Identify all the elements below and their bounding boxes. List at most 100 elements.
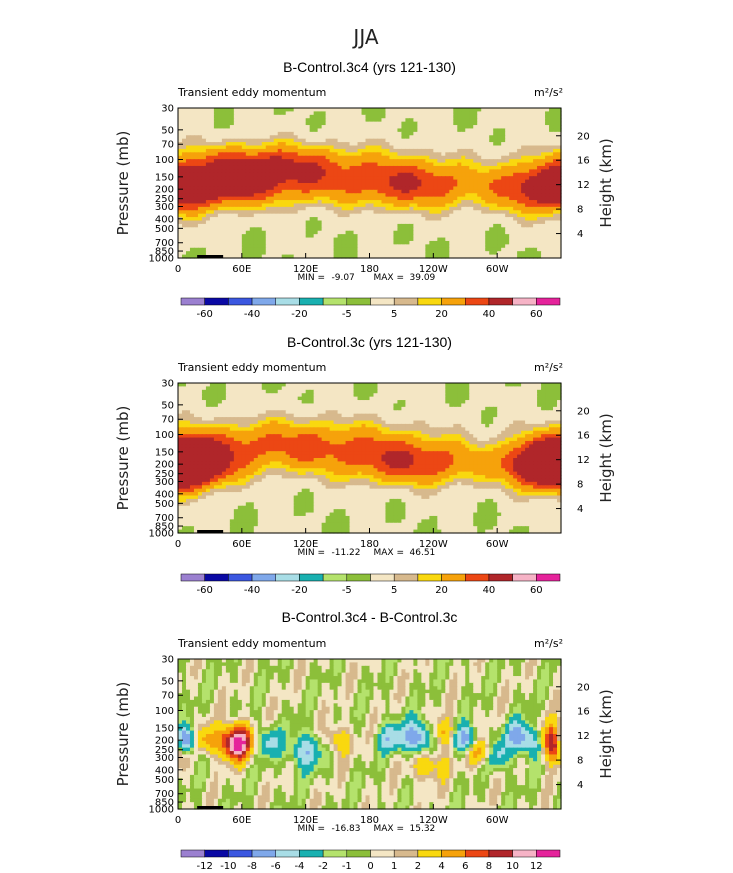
field-cell [473,128,478,133]
field-cell [181,176,187,181]
field-cell [369,223,375,228]
field-cell [241,254,247,259]
field-cell [461,196,466,201]
field-cell [433,121,438,126]
field-cell [193,114,199,119]
field-cell [257,213,263,218]
field-cell [373,247,379,252]
field-cell [301,148,307,153]
field-cell [193,206,199,211]
field-cell [429,138,434,143]
field-cell [213,203,219,208]
field-cell [401,111,407,116]
field-cell [337,108,343,113]
field-cell [181,203,187,208]
field-cell [225,176,231,181]
field-cell [285,118,291,123]
field-cell [513,111,518,116]
field-cell [197,183,203,188]
field-cell [209,213,215,218]
field-cell [337,152,343,157]
field-cell [193,237,199,242]
field-cell [178,251,183,256]
field-cell [285,183,291,188]
field-cell [409,386,414,391]
field-cell [509,145,514,150]
field-cell [501,135,506,140]
field-cell [221,210,227,215]
field-cell [429,230,434,235]
field-cell [333,162,339,167]
field-cell [537,196,542,201]
field-cell [509,223,514,228]
field-cell [537,230,542,235]
field-cell [285,142,291,147]
field-cell [225,200,231,205]
field-cell [533,145,538,150]
field-cell [309,389,315,394]
field-cell [321,111,327,116]
field-cell [233,196,239,201]
field-cell [557,145,562,150]
field-cell [377,135,383,140]
field-cell [457,111,462,116]
field-cell [541,237,546,242]
field-cell [489,196,494,201]
field-cell [533,396,538,401]
field-cell [401,131,407,136]
field-cell [257,183,263,188]
field-cell [529,183,534,188]
field-cell [237,172,243,177]
field-cell [178,403,183,408]
field-cell [393,183,399,188]
field-cell [509,217,514,222]
field-cell [345,396,351,401]
field-cell [457,396,462,401]
field-cell [245,148,251,153]
field-cell [281,118,287,123]
field-cell [345,247,351,252]
field-cell [549,213,554,218]
field-cell [445,217,450,222]
field-cell [553,189,558,194]
field-cell [545,118,550,123]
field-cell [237,118,243,123]
field-cell [345,213,351,218]
field-cell [217,403,223,408]
field-cell [301,220,307,225]
field-cell [289,234,295,239]
field-cell [393,213,399,218]
field-cell [513,152,518,157]
field-cell [429,193,434,198]
field-cell [433,254,438,259]
field-cell [205,142,211,147]
field-cell [509,247,514,252]
field-cell [337,145,343,150]
field-cell [437,179,442,184]
field-cell [357,251,363,256]
field-cell [341,227,347,232]
field-cell [541,142,546,147]
field-cell [201,206,207,211]
field-cell [501,383,506,388]
field-cell [349,251,355,256]
field-cell [481,186,486,191]
field-cell [457,403,462,408]
field-cell [481,213,486,218]
field-cell [369,152,375,157]
field-cell [357,389,363,394]
field-cell [229,169,235,174]
field-cell [369,206,375,211]
field-cell [473,135,478,140]
field-cell [389,183,395,188]
field-cell [401,217,407,222]
field-cell [317,165,323,170]
field-cell [269,220,275,225]
field-cell [217,179,223,184]
field-cell [405,159,410,164]
field-cell [549,114,554,119]
field-cell [285,196,291,201]
field-cell [505,186,510,191]
field-cell [365,186,371,191]
field-cell [233,125,239,130]
